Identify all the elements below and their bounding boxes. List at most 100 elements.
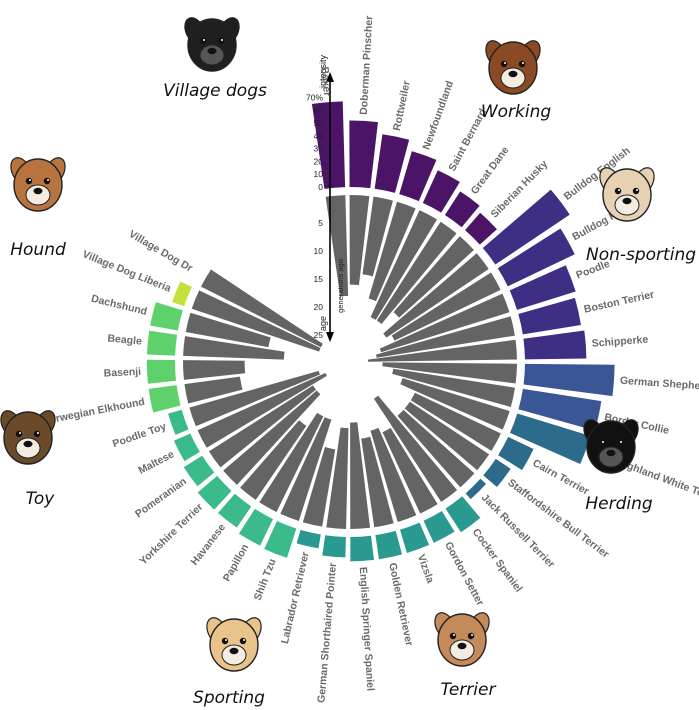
age-bar-pomeranian <box>208 385 317 468</box>
intensity-bar-staffordshire-bull-terrier <box>483 458 511 488</box>
axis-arrow-bottom <box>326 332 334 342</box>
labrador-dog-icon <box>206 617 262 672</box>
age-bar-village-dog-liberia <box>191 290 321 352</box>
age-bar-village-dog-dr <box>201 269 323 348</box>
age-bar-rottweiler <box>362 196 393 277</box>
intensity-bar-vizsla <box>399 522 430 554</box>
group-label-sporting: Sporting <box>193 688 265 708</box>
age-tick: 15 <box>314 274 324 284</box>
intensity-bar-pomeranian <box>183 455 215 487</box>
village-dog-icon <box>184 17 240 72</box>
age-bar-bulldog-english <box>383 253 489 338</box>
age-bar-norwegian-elkhound <box>184 376 243 404</box>
group-label-working: Working <box>481 102 552 122</box>
breed-label-schipperke: Schipperke <box>591 334 649 350</box>
breed-label-village-dog-dr: Village Dog Dr <box>127 228 195 274</box>
intensity-bar-boxer <box>311 101 346 189</box>
breed-label-basenji: Basenji <box>103 366 141 380</box>
breed-label-golden-retriever: Golden Retriever <box>386 562 415 647</box>
age-bar-dachshund <box>185 312 271 348</box>
breed-label-boxer: Boxer <box>318 66 333 97</box>
intensity-tick: 50 <box>314 118 324 128</box>
age-bar-beagle <box>183 336 285 360</box>
breed-label-labrador-retriever: Labrador Retriever <box>279 551 312 645</box>
intensity-bar-newfoundland <box>399 151 437 202</box>
age-bar-jack-russell-terrier <box>397 409 475 488</box>
axis-age-sublabel: generations ago <box>336 259 345 313</box>
intensity-bar-german-shorthaired-pointer <box>322 535 346 558</box>
age-bar-schipperke <box>367 339 517 362</box>
intensity-bar-maltese <box>173 433 200 462</box>
breed-label-boston-terrier: Boston Terrier <box>583 289 655 316</box>
age-bar-boxer <box>325 195 349 297</box>
breed-label-havanese: Havanese <box>189 521 229 567</box>
age-bar-great-dane <box>376 221 457 324</box>
age-bar-cocker-spaniel <box>373 395 458 502</box>
age-bar-golden-retriever <box>361 436 394 528</box>
intensity-bar-siberian-husky <box>465 212 497 245</box>
intensity-bar-norwegian-elkhound <box>148 385 181 413</box>
age-bar-border-collie <box>392 368 516 408</box>
age-bar-papillon <box>259 412 324 512</box>
intensity-bar-saint-bernard <box>422 170 460 213</box>
intensity-bar-border-collie <box>518 388 602 431</box>
breed-label-german-shorthaired-pointer: German Shorthaired Pointer <box>315 562 339 703</box>
breed-label-newfoundland: Newfoundland <box>420 79 456 151</box>
bars-layer <box>146 101 615 562</box>
age-bar-west-highland-white-terrier <box>400 378 510 430</box>
intensity-tick: 30 <box>314 144 324 154</box>
hound-dog-icon <box>10 157 66 212</box>
breed-label-staffordshire-bull-terrier: Staffordshire Bull Terrier <box>505 477 611 561</box>
group-label-terrier: Terrier <box>441 680 497 700</box>
boxer-dog-icon <box>485 40 541 95</box>
breed-label-gordon-setter: Gordon Setter <box>442 540 486 608</box>
age-bar-siberian-husky <box>393 236 474 318</box>
breed-label-great-dane: Great Dane <box>469 144 512 196</box>
pug-dog-icon <box>599 167 655 222</box>
breed-label-english-springer-spaniel: English Springer Spaniel <box>357 567 377 692</box>
breed-label-poodle-toy: Poodle Toy <box>111 420 168 450</box>
group-label-hound: Hound <box>10 240 66 260</box>
breed-label-doberman-pinscher: Doberman Pinscher <box>358 15 376 115</box>
intensity-tick: 60 <box>314 105 324 115</box>
age-tick: 5 <box>318 218 323 228</box>
intensity-bar-gordon-setter <box>423 510 455 543</box>
age-tick: 20 <box>314 302 324 312</box>
intensity-bar-cairn-terrier <box>498 436 534 471</box>
group-label-toy: Toy <box>26 489 56 509</box>
breed-label-maltese: Maltese <box>137 448 177 477</box>
age-bar-german-shepherd-dog <box>382 362 517 384</box>
intensity-bar-yorkshire-terrier <box>197 475 232 510</box>
axis-arrow-top <box>326 72 334 82</box>
intensity-bar-english-springer-spaniel <box>350 535 374 562</box>
intensity-bar-west-highland-white-terrier <box>509 413 591 465</box>
age-bar-gordon-setter <box>382 427 438 514</box>
group-label-village-dogs: Village dogs <box>163 81 267 101</box>
intensity-bar-doberman-pinscher <box>349 120 378 189</box>
axis-ticks: 70% 60 50 40 30 20 10 0 5 10 15 20 25 <box>306 92 323 340</box>
age-bar-saint-bernard <box>370 210 438 320</box>
age-bar-poodle-toy <box>189 370 320 427</box>
age-bar-bulldog-french <box>391 272 501 341</box>
age-bar-german-shorthaired-pointer <box>326 427 349 529</box>
group-label-herding: Herding <box>585 494 653 514</box>
intensity-bar-bulldog-french <box>497 228 575 287</box>
age-tick: 25 <box>314 330 324 340</box>
age-bar-english-springer-spaniel <box>350 422 371 529</box>
intensity-tick: 40 <box>314 131 324 141</box>
central-axis: intensity age generations ago <box>318 54 345 342</box>
group-label-non-sporting: Non-sporting <box>586 245 696 265</box>
intensity-bar-poodle-toy <box>168 409 189 435</box>
breed-label-pomeranian: Pomeranian <box>133 475 189 520</box>
age-bar-shih-tzu <box>280 417 332 521</box>
age-bar-yorkshire-terrier <box>223 390 321 485</box>
intensity-bar-beagle <box>146 330 178 356</box>
intensity-tick: 70% <box>306 92 323 102</box>
breed-label-papillon: Papillon <box>221 542 252 583</box>
intensity-bar-poodle <box>509 265 576 310</box>
intensity-bar-jack-russell-terrier <box>465 478 487 500</box>
intensity-bar-schipperke <box>523 330 587 360</box>
age-tick: 10 <box>314 246 324 256</box>
age-bar-maltese <box>197 373 327 448</box>
